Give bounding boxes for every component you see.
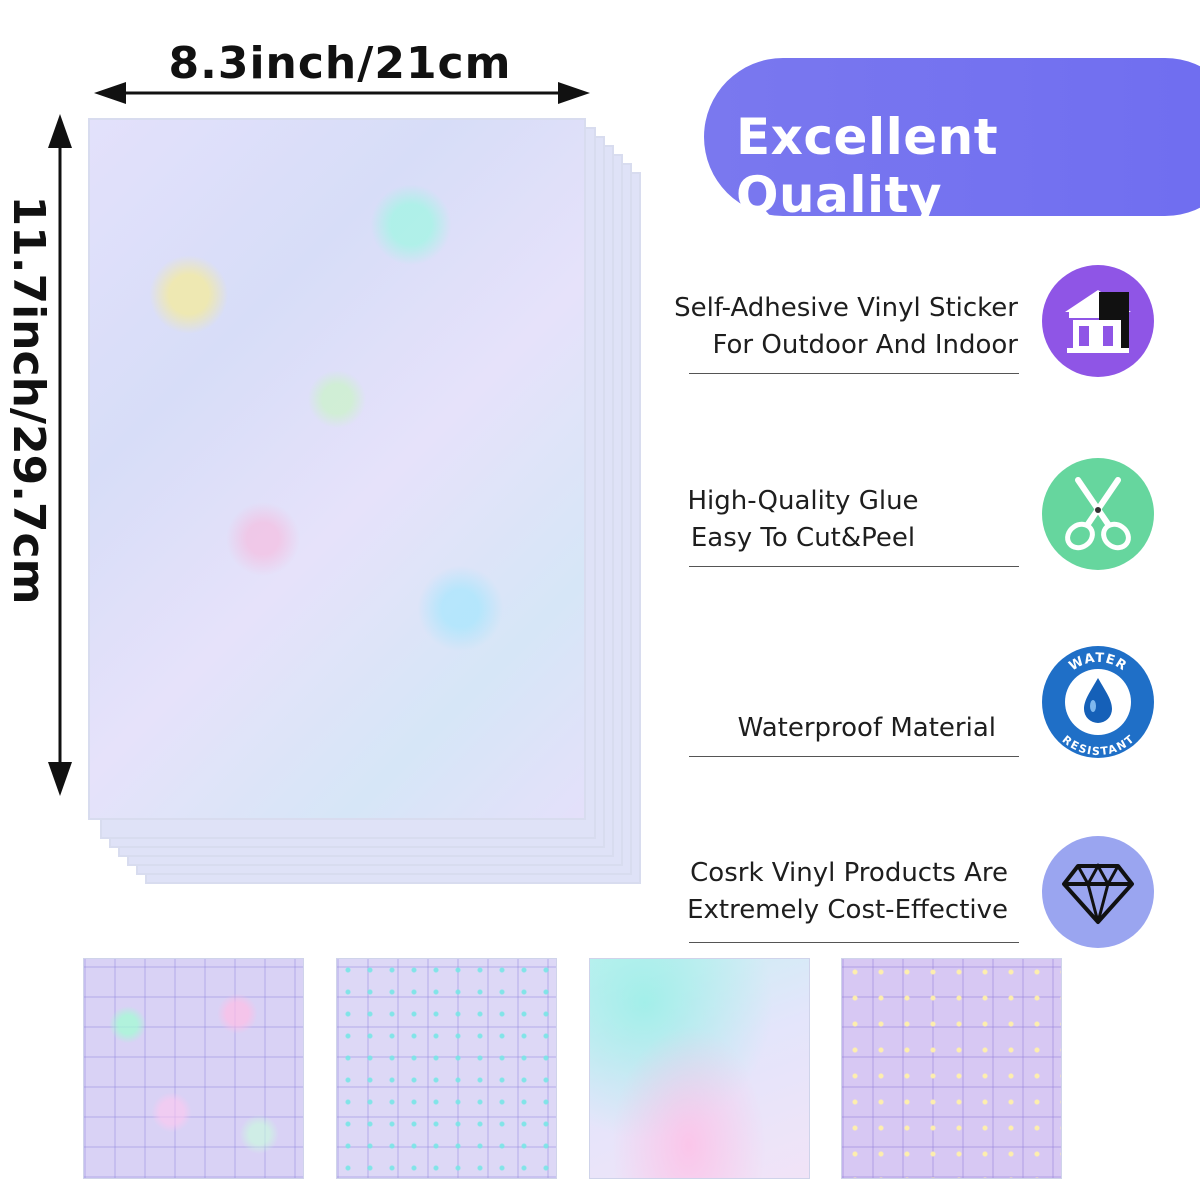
feature-line: Extremely Cost-Effective [687,895,1008,925]
scissors-icon [1042,458,1154,570]
swatch-rainbow-gradient [589,958,810,1179]
divider [689,373,1019,374]
house-icon [1042,265,1154,377]
feature-adhesive: Self-Adhesive Vinyl Sticker For Outdoor … [640,290,1018,364]
quality-banner [704,58,1200,216]
swatch-stars [841,958,1062,1179]
feature-line: For Outdoor And Indoor [712,330,1019,360]
width-label: 8.3inch/21cm [168,38,512,89]
feature-waterproof: Waterproof Material [640,710,996,747]
swatch-shattered-glass [83,958,304,1179]
feature-line: Self-Adhesive Vinyl Sticker [674,293,1018,323]
banner-title: Excellent Quality [736,108,999,224]
holographic-sheet-front [88,118,586,820]
divider [689,942,1019,943]
height-label: 11.7inch/29.7cm [3,195,54,605]
feature-cost: Cosrk Vinyl Products Are Extremely Cost-… [640,855,1008,929]
feature-glue: High-Quality Glue Easy To Cut&Peel [640,483,966,557]
water-resistant-icon: WATER RESISTANT [1040,644,1156,760]
swatch-dots [336,958,557,1179]
feature-line: Cosrk Vinyl Products Are [690,858,1008,888]
height-arrow [48,114,72,796]
diamond-icon [1042,836,1154,948]
feature-line: Waterproof Material [737,713,996,743]
width-arrow [94,82,590,104]
feature-line: Easy To Cut&Peel [690,523,916,553]
divider [689,566,1019,567]
feature-line: High-Quality Glue [687,486,919,516]
divider [689,756,1019,757]
